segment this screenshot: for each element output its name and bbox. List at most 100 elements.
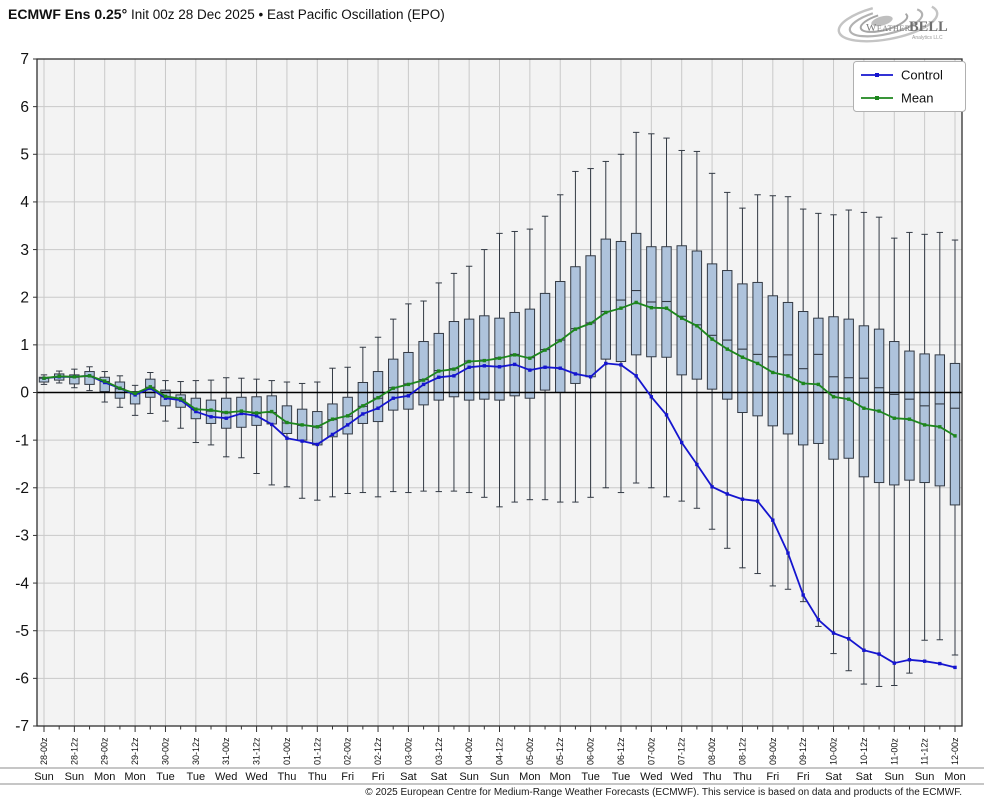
x-time-label: 06-12z bbox=[616, 737, 626, 765]
control-marker bbox=[953, 665, 957, 670]
control-marker bbox=[345, 423, 350, 427]
control-marker bbox=[695, 462, 699, 467]
mean-marker bbox=[771, 370, 775, 375]
x-time-label: 10-00z bbox=[829, 737, 839, 765]
iqr-box bbox=[737, 283, 748, 414]
iqr-box bbox=[858, 325, 870, 478]
control-marker bbox=[907, 658, 912, 662]
x-day-label: Sat bbox=[400, 771, 417, 783]
iqr-box bbox=[539, 292, 551, 391]
iqr-box bbox=[615, 240, 627, 363]
x-time-label: 29-12z bbox=[130, 737, 140, 765]
iqr-box bbox=[600, 238, 611, 360]
mean-marker bbox=[118, 386, 122, 390]
mean-marker bbox=[421, 378, 426, 382]
control-marker bbox=[528, 368, 532, 372]
control-marker bbox=[512, 362, 517, 367]
mean-marker bbox=[87, 374, 92, 378]
control-marker bbox=[680, 440, 684, 445]
mean-marker bbox=[361, 404, 365, 408]
mean-marker bbox=[847, 397, 851, 401]
control-marker bbox=[270, 422, 274, 427]
control-marker bbox=[573, 372, 578, 376]
control-marker bbox=[285, 436, 289, 440]
y-tick-label: 0 bbox=[20, 385, 29, 402]
mean-marker bbox=[680, 316, 684, 320]
mean-marker bbox=[816, 382, 821, 387]
mean-marker bbox=[938, 425, 942, 429]
iqr-box bbox=[843, 318, 854, 459]
x-day-label: Sat bbox=[825, 771, 842, 783]
y-tick-label: -1 bbox=[15, 432, 29, 449]
control-marker bbox=[391, 396, 395, 400]
control-marker bbox=[801, 593, 805, 597]
x-time-label: 28-12z bbox=[69, 737, 79, 765]
iqr-box bbox=[585, 255, 596, 378]
x-day-label: Fri bbox=[372, 771, 385, 783]
x-time-label: 08-00z bbox=[707, 737, 717, 765]
control-marker bbox=[664, 413, 669, 417]
iqr-box bbox=[570, 266, 581, 384]
x-day-label: Sun bbox=[490, 771, 510, 783]
control-marker bbox=[649, 395, 654, 399]
x-time-label: 12-00z bbox=[950, 737, 960, 765]
x-time-label: 31-00z bbox=[221, 737, 231, 765]
mean-marker bbox=[72, 375, 77, 379]
control-marker bbox=[421, 382, 426, 387]
x-day-label: Thu bbox=[703, 771, 722, 783]
mean-marker bbox=[406, 382, 411, 387]
logo-swirl-canvas: Weather BELL Analytics LLC bbox=[837, 1, 948, 43]
y-tick-label: 3 bbox=[20, 242, 29, 259]
mean-marker bbox=[755, 361, 760, 366]
x-time-label: 01-00z bbox=[282, 737, 292, 765]
x-time-label: 06-00z bbox=[586, 737, 596, 765]
control-marker bbox=[634, 374, 638, 378]
control-marker bbox=[619, 363, 623, 367]
control-marker bbox=[163, 396, 168, 400]
legend-control-marker bbox=[875, 73, 879, 77]
x-time-label: 11-00z bbox=[889, 738, 899, 765]
x-day-label: Fri bbox=[766, 771, 779, 783]
iqr-box bbox=[934, 354, 946, 487]
x-day-label: Sun bbox=[65, 771, 85, 783]
y-tick-label: -3 bbox=[15, 528, 29, 545]
y-tick-label: 2 bbox=[20, 289, 29, 306]
mean-marker bbox=[588, 321, 593, 326]
control-marker bbox=[482, 364, 487, 368]
control-marker bbox=[300, 439, 304, 443]
control-marker bbox=[922, 659, 927, 663]
iqr-box bbox=[706, 263, 718, 390]
legend-item-mean: Mean bbox=[861, 91, 934, 106]
mean-marker bbox=[786, 374, 790, 378]
control-marker bbox=[497, 365, 502, 369]
weatherbell-logo: Weather BELL Analytics LLC bbox=[826, 0, 976, 48]
y-tick-label: 4 bbox=[20, 194, 29, 211]
x-day-label: Mon bbox=[519, 771, 540, 783]
x-day-label: Mon bbox=[94, 771, 115, 783]
mean-marker bbox=[42, 376, 46, 380]
y-tick-label: -6 bbox=[15, 671, 29, 688]
iqr-box bbox=[479, 315, 490, 400]
mean-marker bbox=[315, 425, 319, 429]
mean-marker bbox=[133, 391, 137, 396]
iqr-box bbox=[630, 232, 642, 356]
mean-marker bbox=[695, 324, 699, 328]
x-time-label: 30-00z bbox=[160, 737, 170, 765]
mean-marker bbox=[892, 416, 896, 420]
control-marker bbox=[771, 518, 775, 522]
mean-marker bbox=[163, 394, 168, 399]
mean-marker bbox=[604, 310, 608, 315]
iqr-box bbox=[433, 332, 444, 401]
x-time-label: 09-12z bbox=[798, 737, 808, 765]
logo-analytics-text: Analytics LLC bbox=[912, 35, 943, 41]
x-time-label: 01-12z bbox=[312, 737, 322, 765]
x-day-label: Thu bbox=[308, 771, 327, 783]
control-marker bbox=[194, 409, 198, 414]
mean-marker bbox=[543, 348, 547, 352]
control-marker bbox=[437, 375, 441, 379]
x-time-label: 08-12z bbox=[737, 737, 747, 765]
x-day-label: Fri bbox=[797, 771, 810, 783]
x-time-label: 09-00z bbox=[768, 737, 778, 765]
x-time-label: 30-12z bbox=[191, 737, 201, 765]
mean-marker bbox=[710, 337, 714, 341]
